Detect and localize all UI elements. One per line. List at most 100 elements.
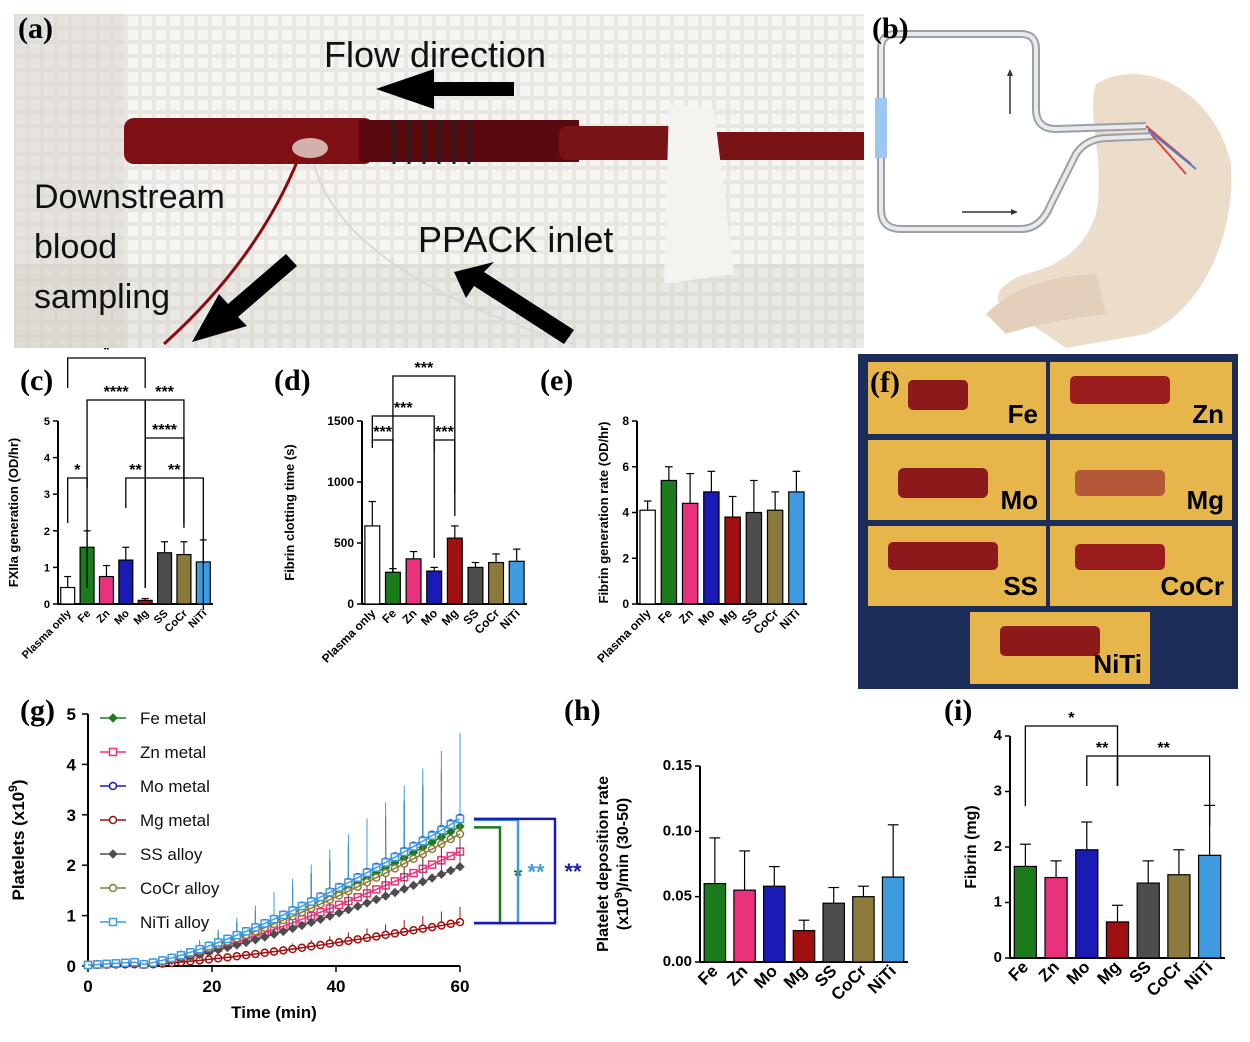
bar-mo	[762, 885, 786, 963]
significance-label: ***	[155, 384, 174, 401]
photo-tile-mo: Mo	[866, 438, 1048, 522]
x-tick-label-mg: Mg	[439, 606, 461, 628]
x-tick-label-mg: Mg	[1094, 957, 1125, 988]
tile-label-ss: SS	[1003, 571, 1038, 601]
photo-tile-ss: SS	[866, 524, 1048, 608]
bar-mo	[426, 570, 443, 605]
x-tick-label-niti: NiTi	[864, 961, 900, 997]
significance-label: ***	[394, 400, 413, 417]
y-tick-label: 2	[622, 551, 629, 565]
x-tick-label-fe: Fe	[694, 961, 721, 988]
tile-art-fe	[868, 362, 1046, 434]
x-tick-label-plasma-only: Plasma only	[20, 607, 75, 662]
photo-tile-zn: Zn	[1048, 360, 1234, 436]
y-tick-label: 500	[334, 536, 354, 550]
y-tick-label: 0.00	[663, 953, 692, 970]
photo-tile-cocr: CoCr	[1048, 524, 1234, 608]
photo-flow-setup-art	[14, 14, 864, 348]
significance-bracket	[1086, 755, 1119, 786]
x-tick-label: 20	[203, 977, 222, 996]
bar-cocr	[766, 509, 784, 605]
bar-niti	[508, 560, 525, 605]
y-axis-label: Fibrin generation rate (OD/hr)	[596, 421, 611, 603]
x-tick-label-zn: Zn	[95, 607, 113, 625]
panel-label-a: (a)	[18, 12, 53, 45]
x-tick-label-plasma-only: Plasma only	[594, 606, 654, 666]
bar-fe	[660, 479, 678, 605]
y-tick-label: 1	[44, 562, 50, 574]
x-tick-label-niti: NiTi	[777, 606, 803, 632]
y-axis-label: Fibrin (mg)	[963, 805, 980, 889]
shunt-diagram-art	[866, 14, 1241, 348]
x-tick-label-zn: Zn	[399, 606, 419, 626]
bar-mo	[703, 491, 720, 605]
y-tick-label: 1	[67, 907, 76, 926]
legend-label: NiTi alloy	[140, 913, 210, 932]
x-tick-label-mo: Mo	[418, 606, 440, 628]
x-tick-label-fe: Fe	[655, 606, 675, 626]
bar-mo	[118, 559, 134, 605]
significance-bracket	[371, 439, 394, 573]
tile-art-niti	[970, 612, 1150, 684]
panel-label-i: (i)	[944, 694, 973, 727]
tile-art-ss	[868, 526, 1046, 606]
significance-label: **	[129, 462, 142, 479]
legend-marker	[108, 815, 118, 825]
significance-bracket	[433, 439, 456, 558]
significance-bracket	[474, 817, 557, 925]
panel-label-d: (d)	[274, 364, 311, 397]
bar-plasma-only	[60, 586, 76, 605]
y-tick-label: 5	[44, 416, 50, 428]
significance-bracket	[474, 826, 502, 925]
tile-art-cocr	[1050, 526, 1232, 606]
y-tick-label: 4	[622, 506, 629, 520]
x-tick-label: 60	[451, 977, 470, 996]
x-tick-label-fe: Fe	[379, 606, 399, 626]
y-tick-label: 2	[44, 526, 50, 538]
significance-label: **	[1096, 740, 1109, 757]
y-tick-label: 3	[44, 489, 50, 501]
significance-bracket	[1024, 725, 1119, 806]
bar-cocr	[852, 896, 875, 963]
x-tick-label-mg: Mg	[717, 606, 739, 628]
y-tick-label: 2	[67, 856, 76, 875]
legend-label: CoCr alloy	[140, 879, 220, 898]
legend-marker	[108, 781, 118, 791]
significance-bracket	[86, 399, 146, 588]
y-tick-label: 3	[994, 783, 1002, 800]
legend-label: SS alloy	[140, 845, 203, 864]
x-tick-label: 0	[83, 977, 92, 996]
significance-bracket	[67, 357, 146, 388]
bar-zn	[1044, 876, 1068, 959]
y-tick-label: 8	[622, 414, 629, 428]
flow-direction-label: Flow direction	[324, 34, 547, 75]
y-tick-label: 5	[67, 705, 76, 724]
bar-niti	[788, 491, 805, 605]
panel-label-c: (c)	[20, 364, 54, 397]
bar-zn	[681, 502, 699, 605]
x-tick-label-plasma-only: Plasma only	[319, 606, 379, 666]
panel-label-h: (h)	[564, 694, 601, 727]
panel-label-g: (g)	[20, 694, 55, 727]
downstream-sampling-label: Downstream blood sampling	[34, 178, 225, 316]
tile-label-zn: Zn	[1192, 399, 1224, 429]
legend-label: Mg metal	[140, 811, 210, 830]
tile-label-niti: NiTi	[1093, 649, 1142, 679]
significance-bracket	[67, 477, 88, 588]
bar-fe	[703, 883, 727, 963]
y-tick-label: 0.05	[663, 888, 692, 905]
legend-label: Mo metal	[140, 777, 210, 796]
y-tick-label: 0	[67, 957, 76, 976]
legend-marker	[108, 747, 118, 757]
y-tick-label: 1000	[327, 475, 354, 489]
legend-marker	[108, 713, 118, 723]
bar-zn	[733, 889, 756, 963]
bar-mg	[137, 599, 153, 605]
y-tick-label: 0	[347, 597, 354, 611]
y-tick-label: 0	[994, 949, 1002, 966]
y-tick-label: 4	[994, 727, 1003, 744]
significance-label: ****	[152, 422, 178, 439]
